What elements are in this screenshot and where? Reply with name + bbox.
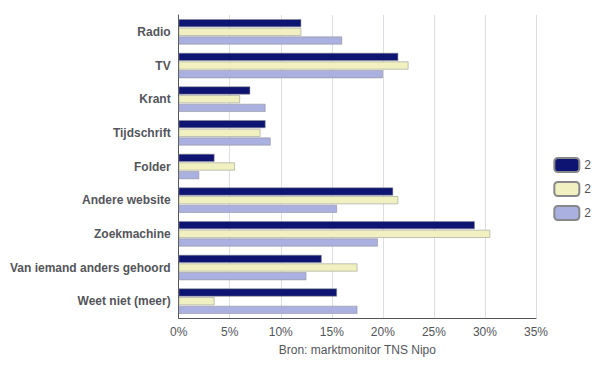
svg-text:Weet niet (meer): Weet niet (meer) — [78, 294, 171, 308]
svg-text:35%: 35% — [524, 325, 548, 339]
svg-text:Tijdschrift: Tijdschrift — [113, 126, 171, 140]
svg-text:Radio: Radio — [137, 25, 170, 39]
svg-text:2: 2 — [584, 182, 591, 196]
svg-text:Bron: marktmonitor TNS Nipo: Bron: marktmonitor TNS Nipo — [279, 343, 436, 357]
svg-text:30%: 30% — [473, 325, 497, 339]
svg-text:10%: 10% — [269, 325, 293, 339]
svg-text:Krant: Krant — [139, 92, 170, 106]
svg-text:TV: TV — [155, 59, 170, 73]
svg-text:20%: 20% — [371, 325, 395, 339]
svg-text:2: 2 — [584, 158, 591, 172]
svg-text:15%: 15% — [320, 325, 344, 339]
svg-text:Andere website: Andere website — [82, 193, 171, 207]
svg-text:5%: 5% — [221, 325, 239, 339]
svg-text:Zoekmachine: Zoekmachine — [94, 227, 171, 241]
svg-text:Van iemand anders gehoord: Van iemand anders gehoord — [10, 261, 171, 275]
svg-text:0%: 0% — [170, 325, 188, 339]
svg-text:25%: 25% — [422, 325, 446, 339]
svg-text:2: 2 — [584, 206, 591, 220]
svg-text:Folder: Folder — [134, 160, 171, 174]
